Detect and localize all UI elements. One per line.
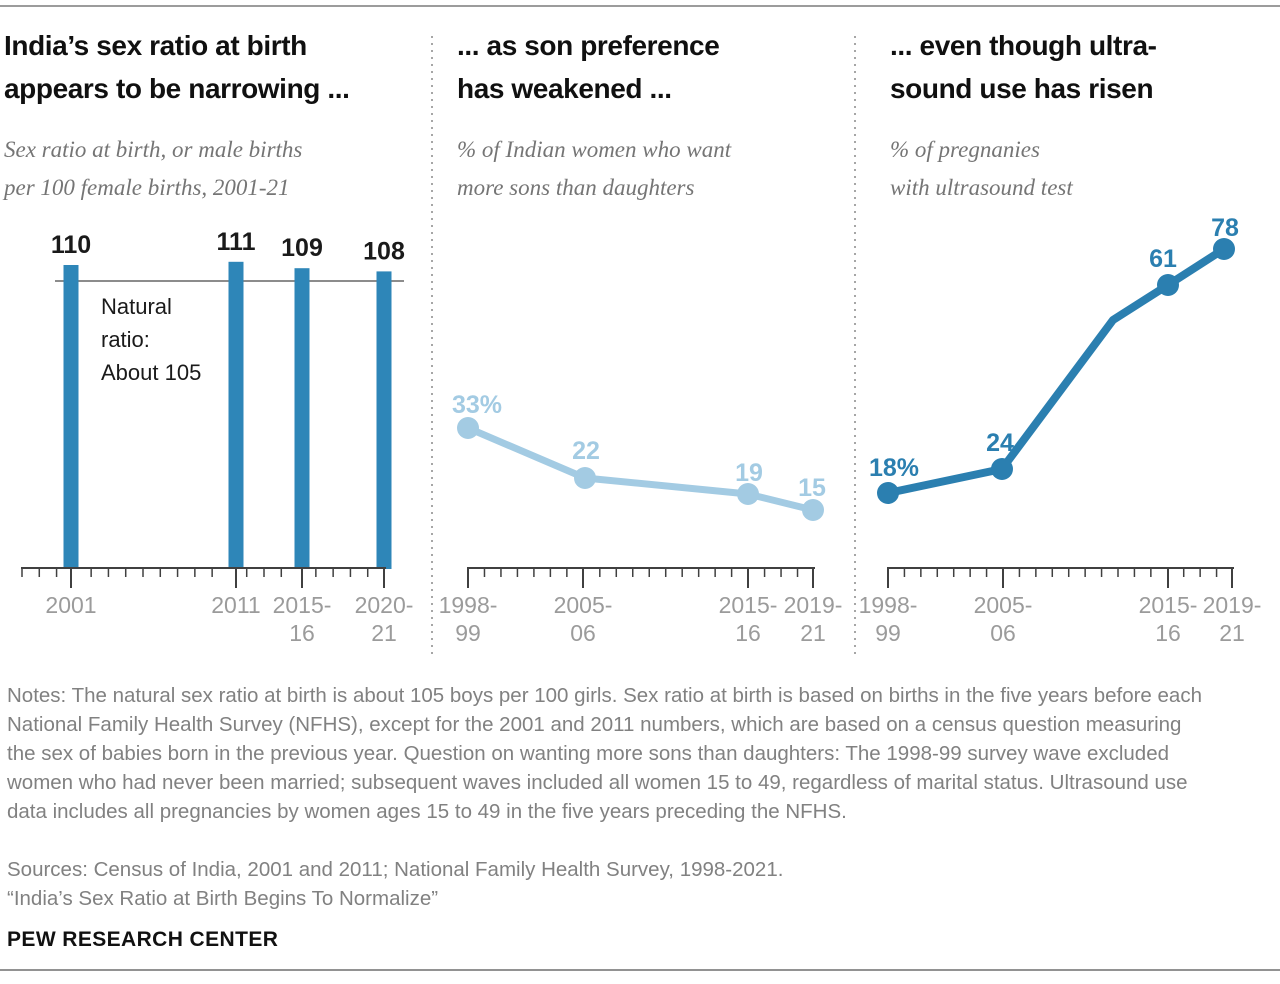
- x-tick-label: 2015-: [1139, 592, 1198, 618]
- trend-line: [884, 245, 1228, 497]
- x-tick-label: 1998-: [439, 592, 498, 618]
- data-point: [574, 467, 596, 489]
- point-value-label: 22: [572, 437, 600, 465]
- x-tick-label: 16: [289, 620, 315, 646]
- x-tick-label: 2019-: [784, 592, 843, 618]
- x-tick-label: 2001: [45, 592, 96, 618]
- x-tick-label: 06: [570, 620, 596, 646]
- x-tick-label: 1998-: [859, 592, 918, 618]
- x-tick-label: 21: [1219, 620, 1245, 646]
- panel1-subtitle: Sex ratio at birth, or male births per 1…: [4, 137, 303, 200]
- x-tick-label: 2019-: [1203, 592, 1262, 618]
- x-tick-label: 99: [455, 620, 481, 646]
- data-point: [991, 458, 1013, 480]
- report-title-quote: “India’s Sex Ratio at Birth Begins To No…: [7, 887, 439, 910]
- point-value-label: 24: [986, 429, 1014, 457]
- natural-ratio-annotation: Natural ratio: About 105: [101, 294, 202, 385]
- data-point: [802, 499, 824, 521]
- bar-value-label: 109: [281, 234, 323, 262]
- point-value-label: 61: [1149, 245, 1177, 273]
- x-tick-label: 21: [371, 620, 397, 646]
- point-value-label: 78: [1211, 214, 1239, 242]
- x-tick-label: 2015-: [273, 592, 332, 618]
- bar-value-label: 111: [217, 228, 256, 256]
- panel1-title: India’s sex ratio at birth appears to be…: [4, 30, 350, 104]
- x-tick-label: 2020-: [355, 592, 414, 618]
- x-tick-label: 99: [875, 620, 901, 646]
- panel2-subtitle: % of Indian women who want more sons tha…: [457, 137, 732, 200]
- bar: [294, 268, 310, 569]
- x-tick-label: 2011: [211, 592, 260, 618]
- point-value-label: 19: [735, 459, 763, 487]
- x-tick-label: 21: [800, 620, 826, 646]
- point-value-label: 33%: [452, 391, 502, 419]
- trend-line: [464, 424, 817, 514]
- bar: [376, 271, 392, 569]
- bar-value-label: 108: [363, 237, 405, 265]
- panel-divider-2: [854, 36, 856, 658]
- panel2-title: ... as son preference has weakened ...: [457, 30, 720, 104]
- x-tick-label: 16: [1155, 620, 1181, 646]
- data-point: [457, 417, 479, 439]
- x-tick-label: 2015-: [719, 592, 778, 618]
- x-tick-label: 2005-: [974, 592, 1033, 618]
- bar-value-label: 110: [51, 231, 91, 259]
- sources-text: Sources: Census of India, 2001 and 2011;…: [7, 858, 784, 881]
- x-tick-label: 2005-: [554, 592, 613, 618]
- panel-divider-1: [431, 36, 433, 658]
- bottom-rule: [0, 969, 1280, 971]
- data-point: [737, 483, 759, 505]
- x-tick-label: 16: [735, 620, 761, 646]
- data-point: [877, 482, 899, 504]
- x-tick-label: 06: [990, 620, 1016, 646]
- panel3-title: ... even though ultra- sound use has ris…: [890, 30, 1157, 104]
- point-value-label: 18%: [869, 454, 919, 482]
- brand-wordmark: PEW RESEARCH CENTER: [7, 928, 279, 951]
- bar: [228, 261, 244, 569]
- notes-text: Notes: The natural sex ratio at birth is…: [7, 684, 1202, 823]
- bar: [63, 265, 79, 569]
- data-point: [1157, 274, 1179, 296]
- point-value-label: 15: [798, 474, 826, 502]
- top-rule: [0, 5, 1280, 7]
- data-point: [1213, 238, 1235, 260]
- panel3-subtitle: % of pregnanies with ultrasound test: [890, 137, 1073, 200]
